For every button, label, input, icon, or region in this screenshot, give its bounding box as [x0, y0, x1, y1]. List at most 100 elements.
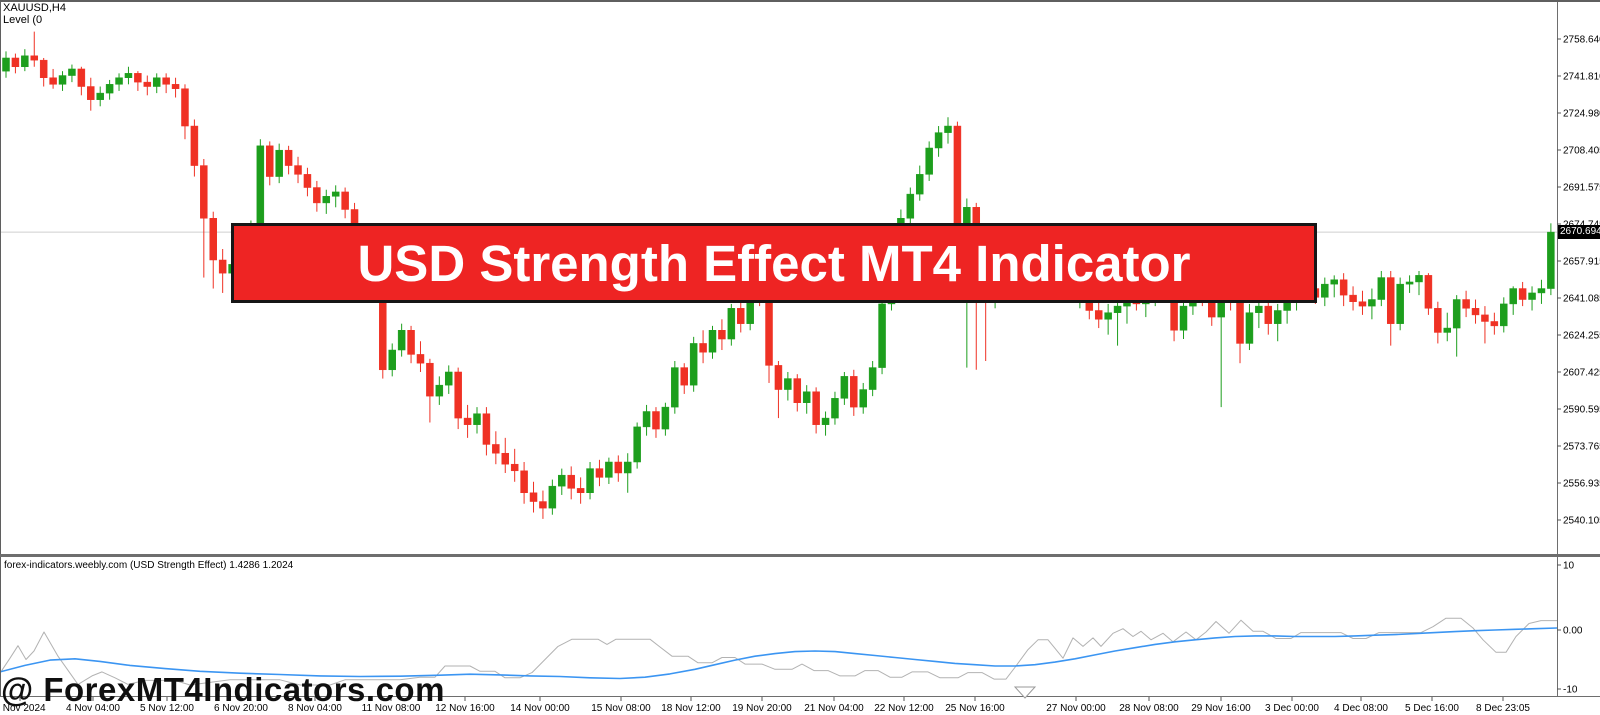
bull-candle — [115, 77, 123, 85]
price-axis[interactable]: 2758.640 2741.810 2724.980 2708.405 2691.575… — [1557, 35, 1600, 527]
pane-borders — [0, 0, 1600, 699]
price-axis-label: 2724.980 — [1563, 109, 1600, 120]
top-border — [0, 0, 1600, 2]
time-axis-label: 12 Nov 16:00 — [435, 703, 495, 714]
bull-candle — [859, 389, 867, 408]
bull-candle — [1104, 312, 1112, 320]
bull-candle — [915, 174, 924, 195]
bull-candle — [1405, 281, 1414, 285]
bull-candle — [906, 193, 915, 219]
indicator-axis[interactable]: 10 0.00 -10 — [1557, 561, 1583, 696]
bull-candle — [661, 406, 670, 430]
bull-candle — [586, 468, 594, 494]
indicator-name-label: forex-indicators.weebly.com (USD Strengt… — [4, 560, 294, 571]
price-axis-label: 2708.405 — [1563, 146, 1600, 157]
bull-candle — [1377, 277, 1386, 300]
bull-candle — [878, 303, 886, 368]
time-axis-label: 18 Nov 12:00 — [661, 703, 721, 714]
time-axis-label: 14 Nov 00:00 — [510, 703, 570, 714]
bear-candle — [1358, 301, 1367, 307]
price-axis-label: 2758.640 — [1563, 35, 1600, 46]
bear-candle — [1349, 294, 1357, 302]
bear-candle — [30, 55, 39, 61]
bear-candle — [379, 292, 387, 371]
bull-candle — [1452, 299, 1461, 329]
bear-candle — [143, 81, 152, 87]
bear-candle — [162, 77, 170, 85]
bull-candle — [558, 474, 566, 487]
bull-candle — [256, 145, 265, 226]
bear-candle — [482, 413, 491, 445]
bull-candle — [105, 84, 114, 94]
watermark-text: @ ForexMT4Indicators.com — [1, 671, 445, 708]
bull-candle — [605, 461, 613, 478]
bear-candle — [266, 145, 274, 177]
bear-candle — [463, 417, 472, 425]
bull-candle — [2, 57, 10, 72]
time-axis-label: 21 Nov 04:00 — [804, 703, 864, 714]
bull-candle — [1537, 288, 1546, 294]
indicator-axis-label: 10 — [1563, 561, 1575, 572]
bear-candle — [595, 468, 604, 478]
bull-candle — [944, 125, 952, 133]
bear-candle — [699, 343, 707, 353]
bull-candle — [275, 149, 283, 177]
price-axis-label: 2641.085 — [1563, 294, 1600, 305]
bull-candle — [727, 308, 736, 340]
time-axis-label: 28 Nov 08:00 — [1119, 703, 1179, 714]
bull-candle — [331, 191, 340, 197]
bear-candle — [454, 371, 462, 419]
bull-candle — [633, 426, 641, 463]
bull-candle — [96, 92, 104, 100]
bull-candle — [1509, 288, 1517, 305]
time-axis-label: 5 Nov 12:00 — [140, 703, 194, 714]
bear-candle — [539, 501, 547, 509]
bear-candle — [1434, 308, 1442, 333]
indicator-level-label: Level (0 — [3, 14, 43, 26]
bear-candle — [652, 411, 660, 430]
price-axis-label: 2556.935 — [1563, 479, 1600, 490]
bull-candle — [397, 330, 406, 351]
indicator-pane[interactable] — [0, 617, 1557, 686]
time-axis-label: 4 Nov 04:00 — [66, 703, 120, 714]
bull-candle — [934, 132, 943, 149]
price-axis-label: 2657.915 — [1563, 257, 1600, 268]
bull-candle — [802, 391, 811, 403]
bull-candle — [821, 417, 830, 425]
bull-candle — [1368, 299, 1376, 307]
bear-candle — [1424, 275, 1433, 309]
time-axis-label: 4 Dec 08:00 — [1334, 703, 1388, 714]
bull-candle — [1547, 231, 1555, 289]
bear-candle — [737, 308, 745, 324]
chart-shift-marker[interactable] — [1013, 686, 1037, 699]
bear-candle — [190, 125, 199, 166]
time-axis[interactable]: 1 Nov 2024 4 Nov 04:00 5 Nov 12:00 6 Nov 20… — [0, 697, 1530, 714]
bull-candle — [68, 68, 76, 76]
bear-candle — [1094, 310, 1103, 320]
price-axis-label: 2607.425 — [1563, 368, 1600, 379]
pane-separator[interactable] — [0, 554, 1600, 557]
bull-candle — [1179, 305, 1188, 331]
banner-title: USD Strength Effect MT4 Indicator — [357, 234, 1191, 292]
indicator-axis-label: -10 — [1563, 685, 1578, 696]
bear-candle — [284, 149, 293, 166]
bear-candle — [812, 391, 820, 425]
bull-candle — [1330, 279, 1338, 285]
time-axis-label: 11 Nov 08:00 — [362, 703, 421, 714]
bull-candle — [1245, 312, 1254, 344]
promo-banner: USD Strength Effect MT4 Indicator — [231, 223, 1317, 303]
time-axis-line — [0, 696, 1600, 697]
bear-candle — [765, 297, 773, 366]
usd-strength-smoothed-line — [0, 627, 1557, 680]
bear-candle — [341, 191, 349, 210]
bear-candle — [77, 68, 86, 87]
bull-candle — [840, 376, 849, 399]
bull-candle — [388, 349, 396, 371]
time-axis-label: 15 Nov 08:00 — [591, 703, 651, 714]
bear-candle — [407, 330, 415, 355]
bear-candle — [850, 376, 858, 408]
bull-candle — [831, 398, 839, 419]
price-axis-label: 2691.575 — [1563, 183, 1600, 194]
